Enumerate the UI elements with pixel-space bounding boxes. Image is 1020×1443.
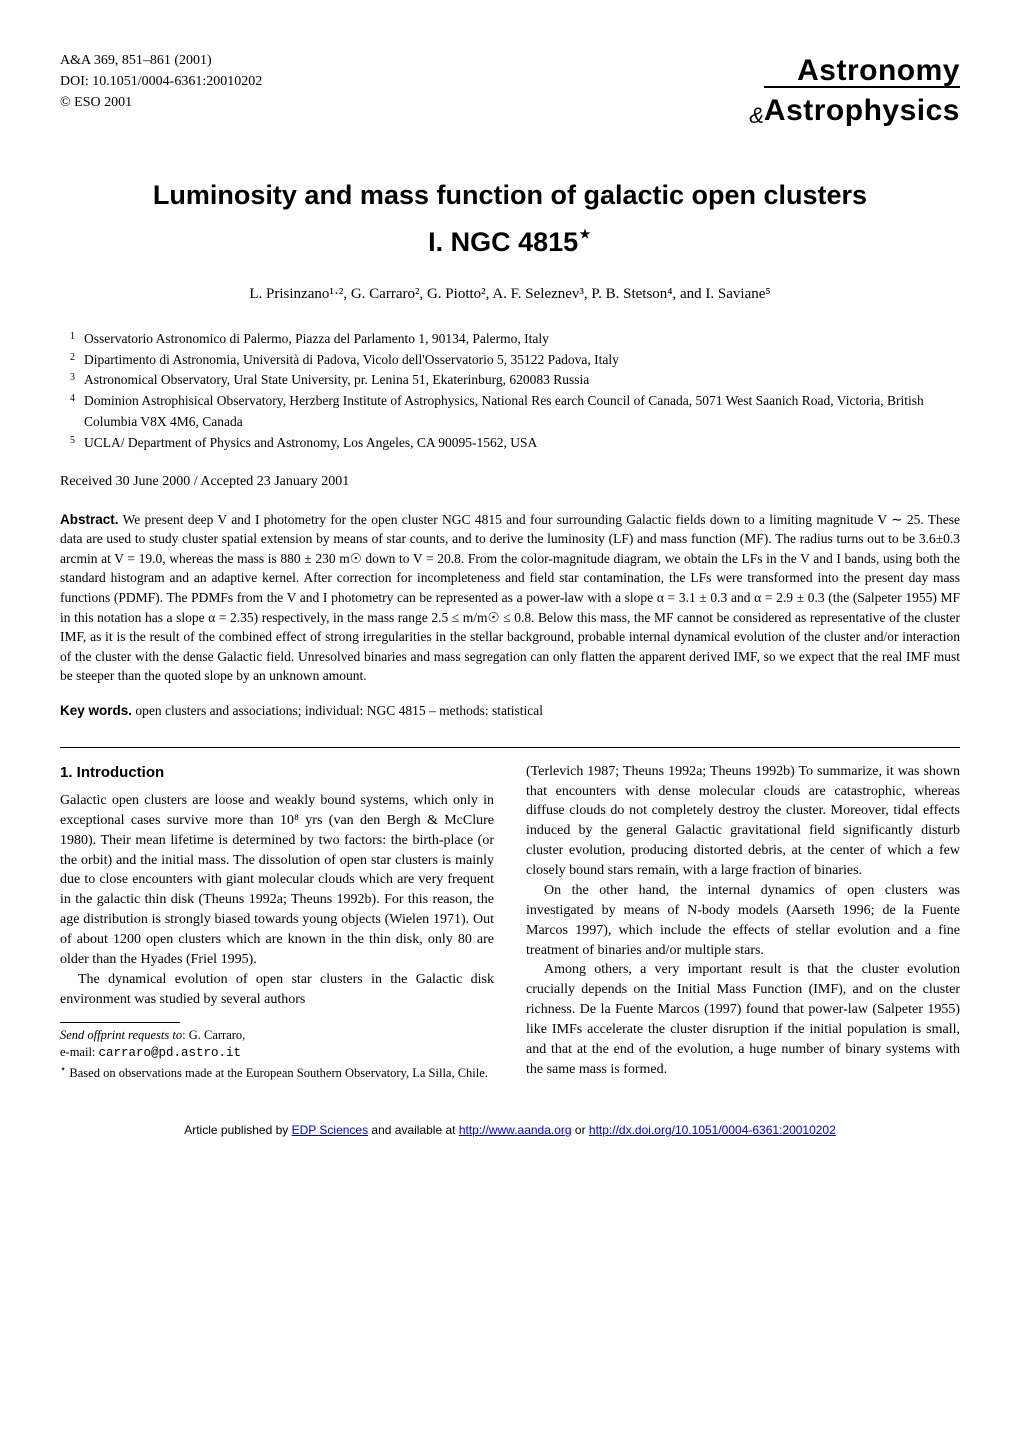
email-label: e-mail:: [60, 1045, 99, 1059]
paragraph: On the other hand, the internal dynamics…: [526, 881, 960, 961]
journal-info: A&A 369, 851–861 (2001) DOI: 10.1051/000…: [60, 50, 262, 113]
send-label: Send offprint requests to: [60, 1028, 182, 1042]
journal-doi: DOI: 10.1051/0004-6361:20010202: [60, 71, 262, 92]
abstract-text: We present deep V and I photometry for t…: [60, 512, 960, 684]
footer-link-edp[interactable]: EDP Sciences: [292, 1123, 368, 1137]
footnote-send: Send offprint requests to: G. Carraro,: [60, 1027, 494, 1045]
footnote-separator: [60, 1022, 180, 1023]
logo-astrophysics: Astrophysics: [764, 86, 960, 132]
keywords-text: open clusters and associations; individu…: [135, 703, 543, 718]
affiliation-row: 4Dominion Astrophisical Observatory, Her…: [70, 391, 960, 433]
authors: L. Prisinzano¹·², G. Carraro², G. Piotto…: [60, 284, 960, 305]
body-columns: 1. Introduction Galactic open clusters a…: [60, 762, 960, 1083]
paper-title-line2: I. NGC 4815⋆: [60, 219, 960, 262]
footer: Article published by EDP Sciences and av…: [60, 1122, 960, 1139]
logo-line2: &Astrophysics: [749, 86, 960, 132]
title-star: ⋆: [578, 221, 592, 246]
paragraph: Among others, a very important result is…: [526, 960, 960, 1079]
abstract: Abstract. We present deep V and I photom…: [60, 510, 960, 686]
affil-text: Osservatorio Astronomico di Palermo, Pia…: [84, 329, 549, 350]
email-value: carraro@pd.astro.it: [99, 1046, 242, 1060]
footnotes: Send offprint requests to: G. Carraro, e…: [60, 1027, 494, 1083]
logo-amp: &: [749, 101, 764, 132]
divider: [60, 747, 960, 748]
paragraph: (Terlevich 1987; Theuns 1992a; Theuns 19…: [526, 762, 960, 881]
journal-citation: A&A 369, 851–861 (2001): [60, 50, 262, 71]
received-date: Received 30 June 2000 / Accepted 23 Janu…: [60, 472, 960, 492]
affil-text: UCLA/ Department of Physics and Astronom…: [84, 433, 537, 454]
header: A&A 369, 851–861 (2001) DOI: 10.1051/000…: [60, 50, 960, 132]
abstract-label: Abstract.: [60, 512, 119, 527]
footer-text: or: [572, 1123, 589, 1137]
journal-logo: Astronomy &Astrophysics: [749, 50, 960, 132]
affil-num: 2: [70, 350, 84, 371]
footer-link-doi[interactable]: http://dx.doi.org/10.1051/0004-6361:2001…: [589, 1123, 836, 1137]
footnote-email: e-mail: carraro@pd.astro.it: [60, 1044, 494, 1063]
affiliations: 1Osservatorio Astronomico di Palermo, Pi…: [60, 329, 960, 455]
affil-num: 1: [70, 329, 84, 350]
affil-text: Dipartimento di Astronomia, Università d…: [84, 350, 619, 371]
section-heading: 1. Introduction: [60, 762, 494, 783]
footer-link-aanda[interactable]: http://www.aanda.org: [459, 1123, 572, 1137]
affiliation-row: 5UCLA/ Department of Physics and Astrono…: [70, 433, 960, 454]
right-column: (Terlevich 1987; Theuns 1992a; Theuns 19…: [526, 762, 960, 1083]
footer-text: Article published by: [184, 1123, 291, 1137]
affil-num: 5: [70, 433, 84, 454]
affiliation-row: 3Astronomical Observatory, Ural State Un…: [70, 370, 960, 391]
paper-title-line1: Luminosity and mass function of galactic…: [60, 177, 960, 215]
title-text: I. NGC 4815: [428, 227, 578, 257]
affil-num: 3: [70, 370, 84, 391]
footer-text: and available at: [368, 1123, 459, 1137]
keywords-label: Key words.: [60, 703, 132, 718]
affil-num: 4: [70, 391, 84, 433]
affil-text: Dominion Astrophisical Observatory, Herz…: [84, 391, 960, 433]
send-to: : G. Carraro,: [182, 1028, 245, 1042]
affiliation-row: 2Dipartimento di Astronomia, Università …: [70, 350, 960, 371]
left-column: 1. Introduction Galactic open clusters a…: [60, 762, 494, 1083]
footnote-star: ⋆ Based on observations made at the Euro…: [60, 1063, 494, 1083]
star-icon: ⋆: [60, 1064, 66, 1075]
keywords: Key words. open clusters and association…: [60, 702, 960, 721]
journal-copyright: © ESO 2001: [60, 92, 262, 113]
paragraph: Galactic open clusters are loose and wea…: [60, 791, 494, 970]
affiliation-row: 1Osservatorio Astronomico di Palermo, Pi…: [70, 329, 960, 350]
affil-text: Astronomical Observatory, Ural State Uni…: [84, 370, 589, 391]
footnote-star-text: Based on observations made at the Europe…: [69, 1066, 488, 1080]
paragraph: The dynamical evolution of open star clu…: [60, 970, 494, 1010]
